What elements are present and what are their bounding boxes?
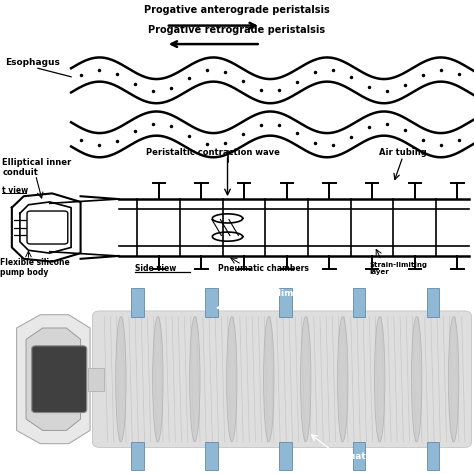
Ellipse shape xyxy=(448,317,459,442)
Text: Strain-limiting layer: Strain-limiting layer xyxy=(243,290,345,298)
Bar xyxy=(279,288,292,317)
Text: Progative retrograde peristalsis: Progative retrograde peristalsis xyxy=(148,25,326,35)
Ellipse shape xyxy=(374,317,385,442)
Text: Air tubing: Air tubing xyxy=(379,148,427,156)
FancyBboxPatch shape xyxy=(27,211,68,244)
Text: Side view: Side view xyxy=(135,264,176,273)
Text: Elliptical inner
conduit: Elliptical inner conduit xyxy=(2,158,72,177)
Ellipse shape xyxy=(411,317,422,442)
Bar xyxy=(205,442,218,470)
Ellipse shape xyxy=(301,317,311,442)
Ellipse shape xyxy=(227,317,237,442)
Text: Flexible silicone
pump body: Flexible silicone pump body xyxy=(0,258,70,277)
Ellipse shape xyxy=(264,317,274,442)
Text: Peristaltic contraction wave: Peristaltic contraction wave xyxy=(146,148,280,156)
Text: D: D xyxy=(18,292,34,310)
Bar xyxy=(205,288,218,317)
Ellipse shape xyxy=(190,317,200,442)
FancyBboxPatch shape xyxy=(92,311,472,447)
Ellipse shape xyxy=(153,317,163,442)
Polygon shape xyxy=(17,315,90,444)
Text: t view: t view xyxy=(2,186,28,195)
Bar xyxy=(279,442,292,470)
Text: Actuator unit: Actuator unit xyxy=(332,453,400,461)
Bar xyxy=(427,288,439,317)
Text: Pneumatic chambers: Pneumatic chambers xyxy=(218,264,309,273)
Bar xyxy=(353,442,365,470)
Text: 2 cm: 2 cm xyxy=(28,449,52,457)
Text: Esophagus: Esophagus xyxy=(5,58,60,67)
Polygon shape xyxy=(26,328,81,430)
Bar xyxy=(131,288,144,317)
Text: Progative anterograde peristalsis: Progative anterograde peristalsis xyxy=(144,5,330,15)
Bar xyxy=(427,442,439,470)
Bar xyxy=(353,288,365,317)
Ellipse shape xyxy=(337,317,348,442)
FancyBboxPatch shape xyxy=(32,346,87,412)
Bar xyxy=(131,442,144,470)
Ellipse shape xyxy=(116,317,126,442)
Text: Strain-limiting
layer: Strain-limiting layer xyxy=(370,262,428,275)
Bar xyxy=(88,368,104,391)
